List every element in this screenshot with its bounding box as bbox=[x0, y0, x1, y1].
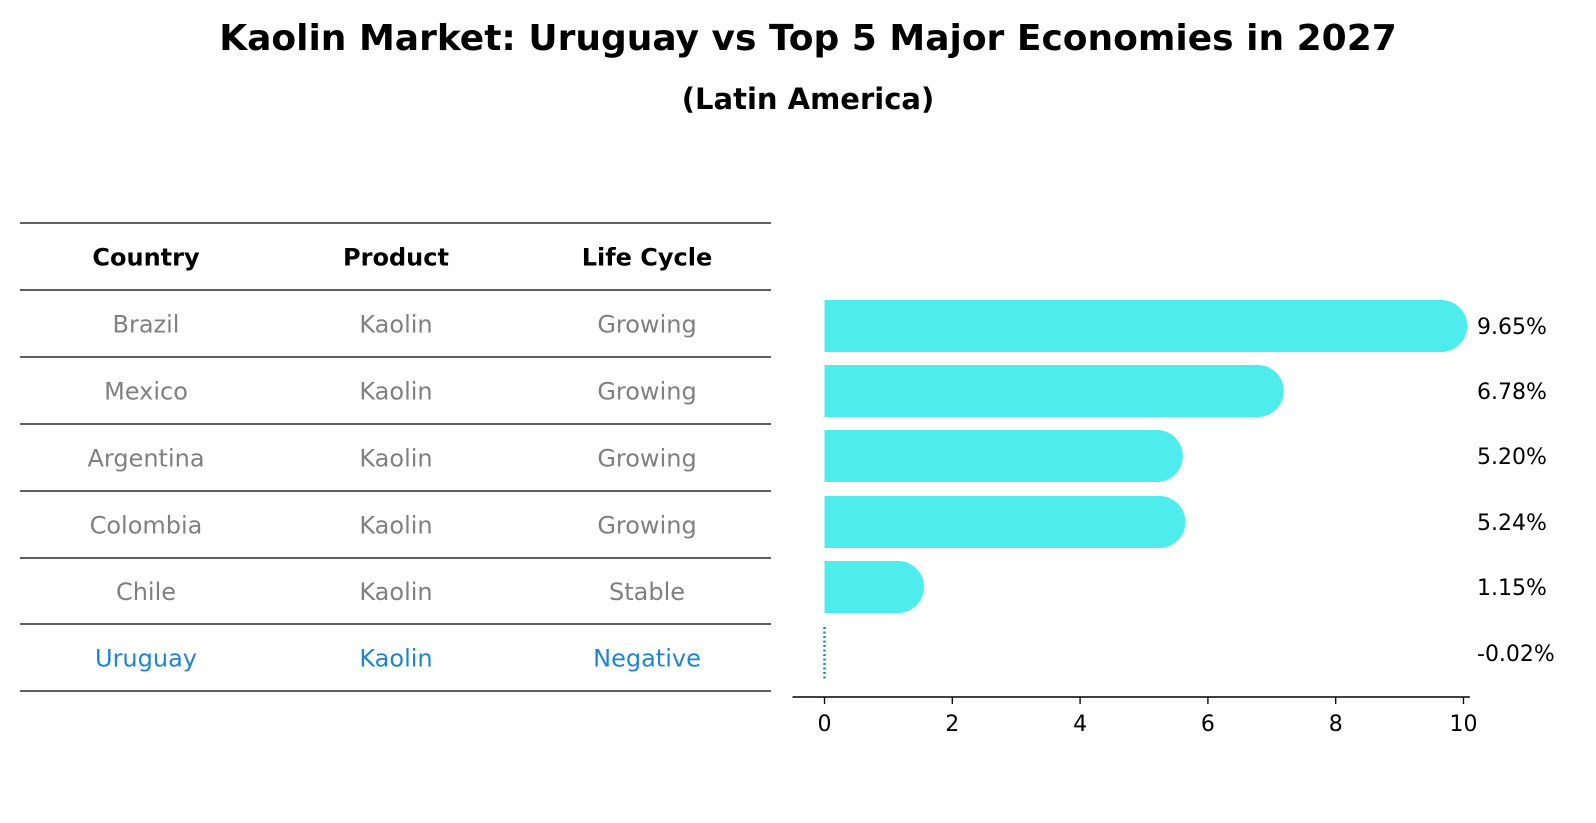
x-tick-label: 10 bbox=[1450, 712, 1478, 737]
table-cell: Brazil bbox=[113, 311, 180, 339]
bar bbox=[824, 300, 1468, 352]
bar-value-label: 5.20% bbox=[1477, 445, 1547, 470]
bar-value-label: 1.15% bbox=[1477, 576, 1547, 601]
chart-title: Kaolin Market: Uruguay vs Top 5 Major Ec… bbox=[219, 18, 1397, 59]
table-cell: Stable bbox=[609, 578, 685, 606]
table-cell: Growing bbox=[597, 378, 696, 406]
data-table: Country Product Life Cycle Brazil Kaolin Grow… bbox=[20, 222, 771, 692]
bar-value-label: 5.24% bbox=[1477, 511, 1547, 536]
table-header-cell: Life Cycle bbox=[582, 244, 713, 272]
table-cell: Kaolin bbox=[359, 378, 432, 406]
table-header-cell: Product bbox=[343, 244, 449, 272]
bar-value-label: -0.02% bbox=[1477, 642, 1555, 667]
bar-plot: 9.65% 6.78% 5.20% 5.24% 1.15% -0.02% bbox=[823, 300, 1555, 679]
chart-subtitle: (Latin America) bbox=[682, 82, 934, 116]
table-header-cell: Country bbox=[92, 244, 200, 272]
table-cell: Colombia bbox=[90, 512, 203, 540]
bar-value-label: 9.65% bbox=[1477, 315, 1547, 340]
x-tick-label: 2 bbox=[945, 712, 959, 737]
table-cell: Growing bbox=[597, 445, 696, 473]
x-tick-label: 4 bbox=[1073, 712, 1087, 737]
bar-value-label: 6.78% bbox=[1477, 380, 1547, 405]
x-axis: 0 2 4 6 8 10 bbox=[792, 696, 1478, 737]
x-tick-label: 0 bbox=[818, 712, 832, 737]
table-cell: Growing bbox=[597, 311, 696, 339]
table-cell: Kaolin bbox=[359, 311, 432, 339]
x-tick-label: 8 bbox=[1329, 712, 1343, 737]
table-cell: Kaolin bbox=[359, 512, 432, 540]
table-cell: Kaolin bbox=[359, 445, 432, 473]
table-cell: Kaolin bbox=[359, 578, 432, 606]
table-cell: Growing bbox=[597, 512, 696, 540]
table-cell: Chile bbox=[116, 578, 176, 606]
table-cell: Negative bbox=[593, 645, 701, 673]
table-cell: Kaolin bbox=[359, 645, 432, 673]
bar bbox=[824, 496, 1186, 548]
bar bbox=[824, 365, 1284, 417]
table-cell: Mexico bbox=[104, 378, 188, 406]
table-cell: Uruguay bbox=[95, 645, 197, 673]
table-cell: Argentina bbox=[87, 445, 204, 473]
bar bbox=[824, 561, 924, 613]
bar bbox=[824, 430, 1183, 482]
x-tick-label: 6 bbox=[1201, 712, 1215, 737]
